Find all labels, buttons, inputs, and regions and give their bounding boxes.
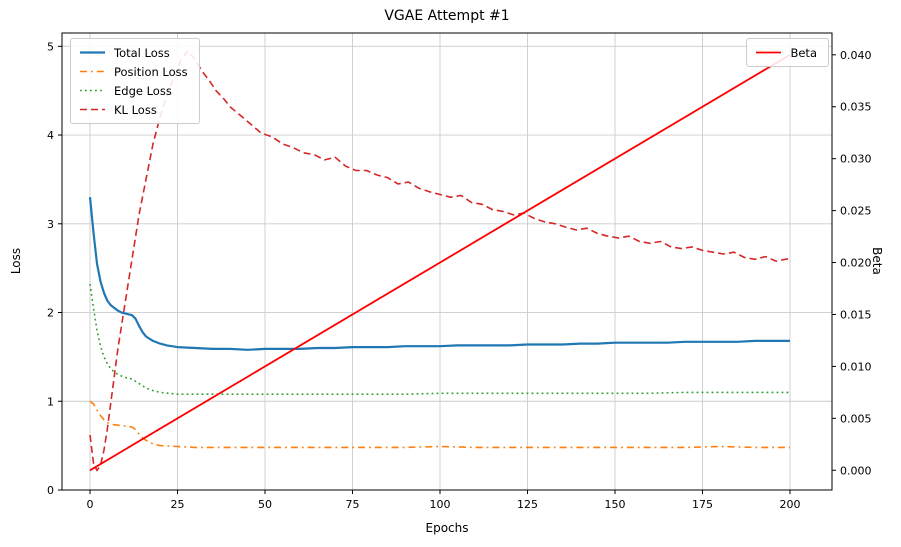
tick-label: 125 xyxy=(517,498,538,511)
tick-label: 50 xyxy=(258,498,272,511)
tick-label: 0.025 xyxy=(840,205,872,218)
tick-label: 200 xyxy=(780,498,801,511)
legend-entry-edge-loss: Edge Loss xyxy=(79,84,188,97)
tick-label: 100 xyxy=(430,498,451,511)
x-axis-label: Epochs xyxy=(425,521,469,535)
legend-line-sample xyxy=(80,108,105,111)
tick-label: 0.020 xyxy=(840,257,872,270)
tick-label: 1 xyxy=(47,395,54,408)
legend-label: KL Loss xyxy=(114,102,157,117)
tick-label: 25 xyxy=(171,498,185,511)
legend-entry-kl-loss: KL Loss xyxy=(79,103,188,116)
series-edge-loss xyxy=(89,283,790,395)
legend-entry-beta: Beta xyxy=(755,46,817,59)
tick-label: 0 xyxy=(47,484,54,497)
chart-title: VGAE Attempt #1 xyxy=(384,8,510,24)
legend-label: Beta xyxy=(790,45,817,60)
tick-label: 0.005 xyxy=(840,412,872,425)
legend-label: Position Loss xyxy=(114,64,188,79)
legend-label: Total Loss xyxy=(114,45,170,60)
tick-label: 2 xyxy=(47,307,54,320)
series-total-loss xyxy=(88,197,790,351)
series-beta xyxy=(89,54,791,472)
series-position-loss xyxy=(89,400,790,449)
tick-label: 5 xyxy=(47,40,54,53)
tick-label: 0.030 xyxy=(840,153,872,166)
legend-line-sample xyxy=(80,70,105,73)
tick-label: 0 xyxy=(87,498,94,511)
tick-label: 4 xyxy=(47,129,54,142)
plot-border xyxy=(61,32,833,491)
legend-entry-position-loss: Position Loss xyxy=(79,65,188,78)
tick-label: 0.040 xyxy=(840,49,872,62)
legend-beta: Beta xyxy=(746,38,829,67)
y-axis-label-right: Beta xyxy=(870,247,884,275)
legend-loss: Total Loss Position Loss Edge Loss KL Loss xyxy=(70,38,200,124)
legend-label: Edge Loss xyxy=(114,83,172,98)
tick-label: 0.000 xyxy=(840,464,872,477)
tick-label: 0.010 xyxy=(840,360,872,373)
legend-line-sample xyxy=(756,51,782,54)
tick-label: 150 xyxy=(605,498,626,511)
tick-label: 75 xyxy=(346,498,360,511)
tick-label: 175 xyxy=(692,498,713,511)
tick-label: 3 xyxy=(47,218,54,231)
tick-label: 0.015 xyxy=(840,308,872,321)
legend-line-sample xyxy=(80,89,105,92)
tick-label: 0.035 xyxy=(840,101,872,114)
legend-entry-total-loss: Total Loss xyxy=(79,46,188,59)
legend-line-sample xyxy=(80,51,105,54)
y-axis-label-left: Loss xyxy=(9,247,23,275)
